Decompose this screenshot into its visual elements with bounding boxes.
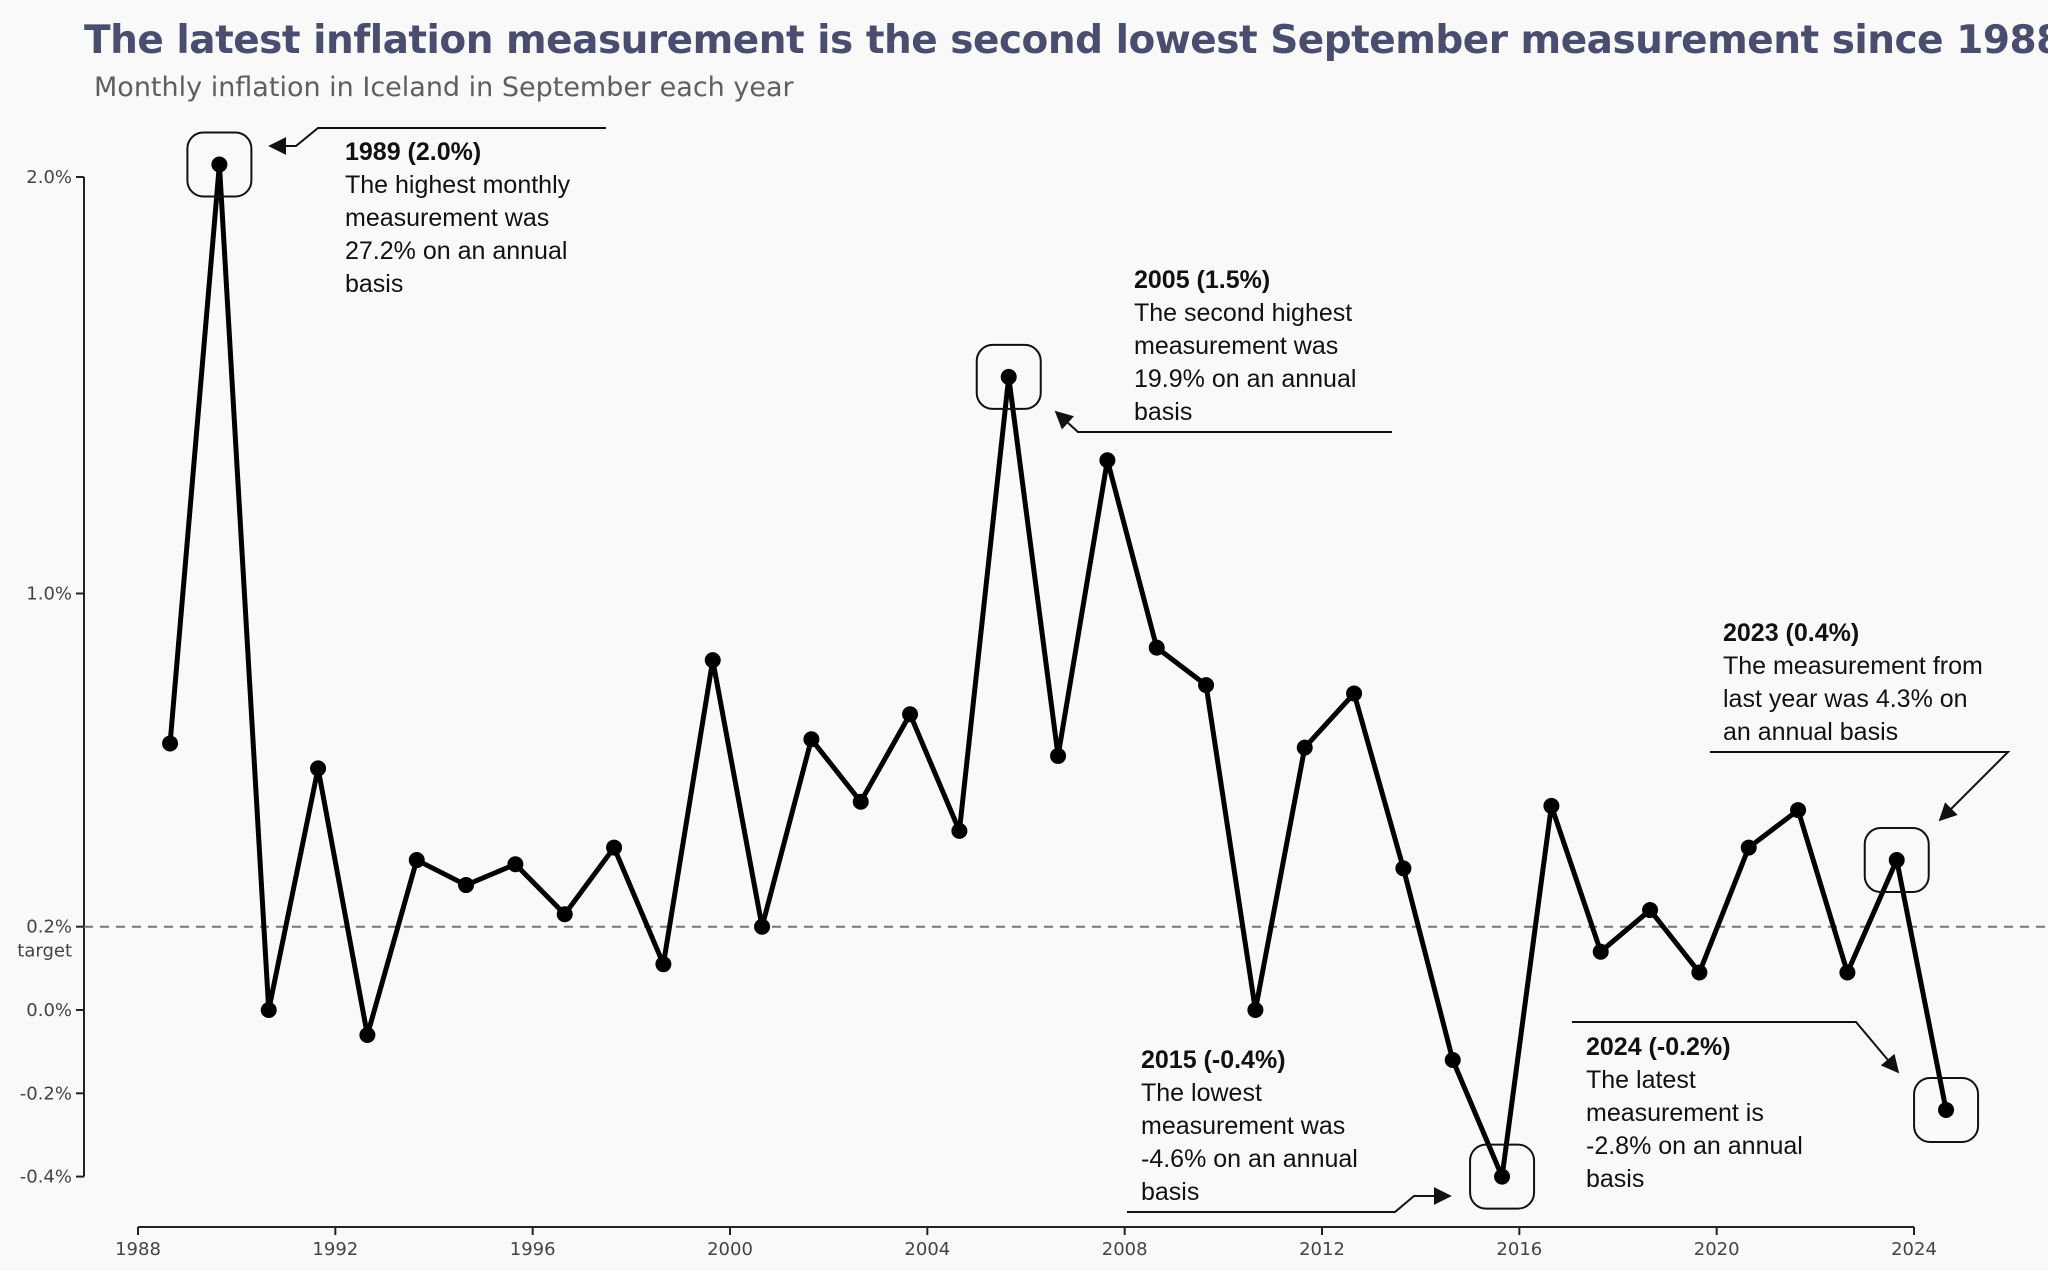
- data-point[interactable]: [556, 906, 573, 923]
- chart-title: The latest inflation measurement is the …: [84, 18, 2048, 63]
- data-point[interactable]: [1395, 860, 1412, 877]
- annotation-text-2005: measurement was: [1134, 332, 1338, 360]
- data-point[interactable]: [1296, 739, 1313, 756]
- annotation-text-1989: 27.2% on an annual: [345, 237, 567, 265]
- y-tick-label: 0.2%: [26, 917, 72, 938]
- annotation-text-2024: The latest: [1586, 1066, 1696, 1094]
- data-point[interactable]: [704, 652, 721, 669]
- data-point[interactable]: [951, 822, 968, 839]
- annotation-text-2023: last year was 4.3% on: [1723, 685, 1968, 713]
- data-point[interactable]: [1888, 852, 1905, 869]
- annotation-text-2024: measurement is: [1586, 1099, 1764, 1127]
- x-tick-label: 2020: [1694, 1239, 1740, 1260]
- data-point[interactable]: [1494, 1168, 1511, 1185]
- data-point[interactable]: [1099, 452, 1116, 469]
- data-point[interactable]: [852, 793, 869, 810]
- data-point[interactable]: [458, 877, 475, 894]
- data-point[interactable]: [1198, 677, 1215, 694]
- annotation-title-2015: 2015 (-0.4%): [1141, 1046, 1286, 1074]
- data-point[interactable]: [606, 839, 623, 856]
- data-point[interactable]: [408, 852, 425, 869]
- data-point[interactable]: [1938, 1101, 1955, 1118]
- annotation-text-2023: an annual basis: [1723, 718, 1898, 746]
- data-point[interactable]: [1740, 839, 1757, 856]
- annotation-text-1989: The highest monthly: [345, 171, 571, 199]
- x-tick-label: 1988: [115, 1239, 161, 1260]
- data-point[interactable]: [1444, 1051, 1461, 1068]
- data-point[interactable]: [162, 735, 179, 752]
- chart-subtitle: Monthly inflation in Iceland in Septembe…: [94, 72, 794, 103]
- x-tick-label: 2024: [1891, 1239, 1937, 1260]
- data-point[interactable]: [754, 918, 771, 935]
- data-point[interactable]: [803, 731, 820, 748]
- annotation-text-2023: The measurement from: [1723, 652, 1983, 680]
- data-point[interactable]: [1790, 802, 1807, 819]
- data-point[interactable]: [1148, 639, 1165, 656]
- highlight-box-2024: [1913, 1076, 1980, 1143]
- data-point[interactable]: [1642, 902, 1659, 919]
- data-point[interactable]: [310, 760, 327, 777]
- annotation-text-2015: basis: [1141, 1178, 1199, 1206]
- data-point[interactable]: [902, 706, 919, 723]
- annotation-text-2015: The lowest: [1141, 1079, 1262, 1107]
- annotation-title-2023: 2023 (0.4%): [1723, 619, 1859, 647]
- x-tick-label: 2004: [904, 1239, 950, 1260]
- series-line: [167, 162, 1949, 1180]
- y-tick-label: 1.0%: [26, 584, 72, 605]
- x-tick-label: 2012: [1299, 1239, 1345, 1260]
- annotation-title-1989: 1989 (2.0%): [345, 138, 481, 166]
- highlight-box-1989: [186, 131, 253, 198]
- x-tick-label: 2000: [707, 1239, 753, 1260]
- annotation-text-2015: measurement was: [1141, 1112, 1345, 1140]
- data-point[interactable]: [359, 1026, 376, 1043]
- annotation-arrow-1989: [268, 127, 606, 155]
- data-point[interactable]: [1000, 368, 1017, 385]
- data-point[interactable]: [260, 1002, 277, 1018]
- data-point[interactable]: [211, 156, 228, 173]
- data-point[interactable]: [1247, 1002, 1264, 1018]
- y-tick-label: -0.2%: [20, 1083, 72, 1104]
- x-tick-label: 1992: [312, 1239, 358, 1260]
- annotation-arrow-2005: [1054, 410, 1392, 433]
- x-tick-label: 2008: [1102, 1239, 1148, 1260]
- data-point[interactable]: [1592, 943, 1609, 960]
- annotation-title-2024: 2024 (-0.2%): [1586, 1033, 1731, 1061]
- data-point[interactable]: [1050, 747, 1067, 764]
- y-tick-label: -0.4%: [20, 1167, 72, 1188]
- annotation-arrow-2024: [1572, 1021, 1900, 1074]
- x-tick-label: 1996: [510, 1239, 556, 1260]
- annotation-text-2024: -2.8% on an annual: [1586, 1132, 1803, 1160]
- annotation-arrow-2023: [1710, 751, 2011, 822]
- data-point[interactable]: [655, 956, 672, 973]
- y-tick-label: 0.0%: [26, 1000, 72, 1021]
- data-point[interactable]: [1543, 797, 1560, 814]
- annotation-text-2015: -4.6% on an annual: [1141, 1145, 1358, 1173]
- data-point[interactable]: [1839, 964, 1856, 981]
- target-label: target: [17, 941, 72, 962]
- annotation-text-1989: basis: [345, 270, 403, 298]
- y-tick-label: 2.0%: [26, 167, 72, 188]
- data-point[interactable]: [1346, 685, 1363, 702]
- annotation-text-2005: 19.9% on an annual: [1134, 365, 1356, 393]
- highlight-box-2015: [1469, 1143, 1536, 1210]
- annotation-text-2005: basis: [1134, 398, 1192, 426]
- annotation-text-2024: basis: [1586, 1165, 1644, 1193]
- annotation-text-1989: measurement was: [345, 204, 549, 232]
- data-point[interactable]: [507, 856, 524, 873]
- annotation-title-2005: 2005 (1.5%): [1134, 266, 1270, 294]
- highlight-box-2005: [975, 343, 1042, 410]
- highlight-box-2023: [1863, 827, 1930, 894]
- data-point[interactable]: [1691, 964, 1708, 981]
- annotation-arrow-2015: [1127, 1187, 1452, 1213]
- x-tick-label: 2016: [1496, 1239, 1542, 1260]
- annotation-text-2005: The second highest: [1134, 299, 1352, 327]
